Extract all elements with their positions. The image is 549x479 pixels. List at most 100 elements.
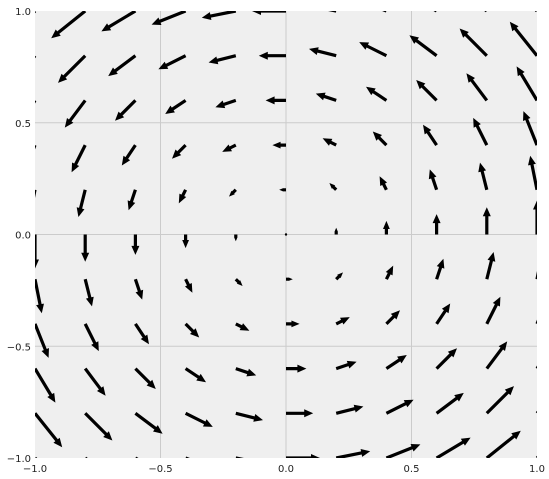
vector-arrow	[286, 364, 307, 373]
vector-arrow	[35, 412, 63, 448]
y-axis-ticks: −1.0 −0.5 0.0 0.5 1.0	[7, 7, 31, 465]
vector-arrow	[151, 11, 187, 25]
vector-arrow	[459, 28, 488, 57]
vector-arrow	[58, 54, 87, 83]
vector-arrow	[208, 54, 237, 65]
vector-arrow	[485, 296, 501, 325]
vector-arrow	[234, 234, 238, 242]
vector-arrow	[222, 143, 237, 152]
vector-arrow	[184, 411, 213, 427]
vector-arrow	[84, 412, 113, 441]
vector-arrow	[101, 11, 137, 32]
vector-arrow	[335, 317, 350, 326]
vector-arrow	[279, 188, 286, 192]
vector-arrow	[51, 11, 87, 39]
vector-arrow	[383, 220, 390, 235]
vector-arrow	[535, 365, 537, 369]
vector-arrow	[286, 454, 320, 458]
vector-arrow	[134, 412, 163, 434]
vector-arrow	[528, 155, 537, 191]
vector-arrow	[523, 111, 537, 146]
vector-arrow	[35, 278, 44, 314]
vector-arrow	[409, 35, 438, 57]
vector-arrow	[35, 456, 38, 458]
y-tick-label: −0.5	[7, 342, 31, 353]
vector-arrow	[315, 92, 337, 102]
vector-arrow	[184, 322, 200, 338]
vector-arrow	[485, 386, 514, 415]
vector-arrow	[335, 272, 343, 281]
vector-arrow	[535, 455, 537, 458]
vector-arrow	[379, 176, 388, 191]
vector-arrow	[134, 323, 149, 345]
vector-arrow	[334, 227, 338, 235]
vector-arrow	[329, 183, 338, 191]
vector-arrow	[134, 367, 156, 389]
vector-arrow	[64, 99, 87, 128]
vector-arrow	[385, 399, 414, 415]
vector-arrow	[382, 11, 387, 13]
vector-arrow	[435, 348, 457, 370]
vector-arrow	[485, 252, 496, 280]
vector-arrow	[435, 437, 471, 458]
vector-arrow	[76, 189, 87, 217]
vector-arrow	[366, 86, 388, 102]
vector-arrow	[286, 277, 293, 281]
vector-arrow	[286, 409, 314, 418]
x-tick-label: −1.0	[23, 464, 47, 475]
vector-arrow	[35, 367, 56, 403]
vector-arrow	[284, 233, 288, 236]
vector-arrow	[335, 404, 364, 415]
vector-arrow	[35, 11, 37, 14]
vector-arrow	[372, 131, 388, 147]
vector-arrow	[385, 355, 407, 370]
vector-arrow	[423, 124, 438, 146]
vector-arrow	[71, 144, 87, 173]
y-tick-label: 0.0	[15, 231, 31, 242]
vector-arrow	[252, 11, 286, 15]
y-tick-label: 1.0	[15, 7, 31, 18]
vector-arrow	[83, 278, 94, 307]
vector-arrow	[35, 100, 37, 104]
vector-arrow	[328, 11, 337, 13]
vector-arrow	[433, 11, 437, 13]
vector-arrow	[185, 456, 190, 458]
vector-arrow	[435, 303, 451, 325]
vector-arrow	[309, 47, 337, 58]
vector-arrow	[131, 234, 140, 255]
x-tick-label: 0.0	[278, 464, 294, 475]
x-tick-label: −0.5	[148, 464, 172, 475]
vector-arrow	[432, 214, 441, 235]
vector-arrow	[35, 234, 39, 269]
vector-arrow	[235, 456, 244, 458]
vector-arrow	[35, 189, 37, 198]
vector-arrow	[235, 322, 250, 331]
vector-arrow	[201, 11, 237, 20]
vector-arrow	[127, 189, 137, 211]
vector-arrow	[535, 319, 537, 324]
vector-arrow	[509, 21, 537, 57]
x-axis-ticks: −1.0 −0.5 0.0 0.5 1.0	[23, 464, 545, 475]
vector-arrow	[533, 200, 537, 235]
vector-arrow	[359, 42, 388, 58]
vector-arrow	[235, 367, 257, 377]
vector-arrow	[229, 188, 237, 197]
vector-arrow	[234, 278, 243, 286]
vector-arrow	[215, 98, 237, 109]
vector-arrow	[416, 80, 438, 102]
vector-arrow	[535, 410, 537, 414]
vector-arrow	[165, 99, 187, 114]
y-tick-label: 0.5	[15, 119, 31, 130]
x-tick-label: 1.0	[529, 464, 545, 475]
vector-arrow	[385, 444, 421, 458]
vector-arrow	[485, 430, 521, 458]
vector-arrow	[484, 11, 487, 13]
vector-arrow	[135, 456, 139, 458]
vector-arrow	[81, 234, 90, 262]
vector-arrow	[535, 271, 537, 280]
x-tick-label: 0.5	[404, 464, 420, 475]
vector-arrow	[384, 265, 394, 280]
vector-arrow	[473, 117, 489, 146]
